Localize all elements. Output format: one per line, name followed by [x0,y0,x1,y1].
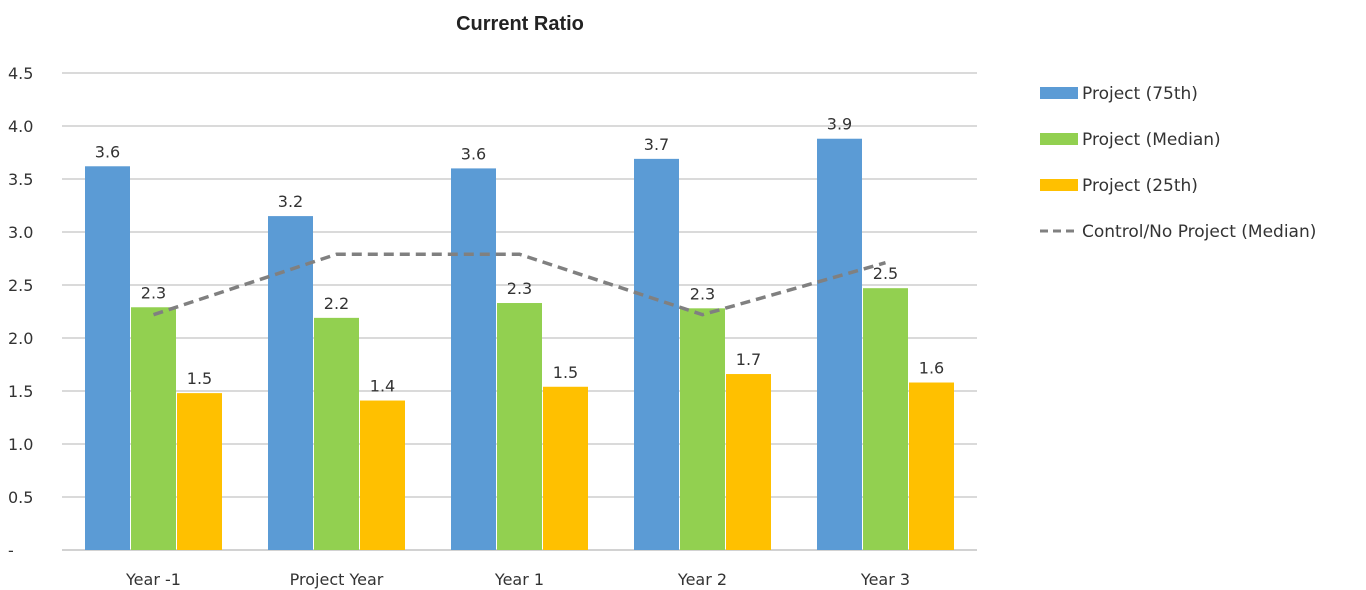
data-label: 1.5 [187,369,212,388]
legend-label: Project (25th) [1082,176,1198,196]
x-tick-label: Project Year [290,570,384,589]
bar [314,317,359,550]
x-tick-label: Year -1 [125,570,181,589]
legend-swatch [1040,179,1078,191]
y-tick-label: 4.0 [8,117,33,136]
data-label: 1.5 [553,363,578,382]
bar [268,216,313,550]
bar [680,308,725,550]
chart-title: Current Ratio [456,13,584,35]
x-tick-label: Year 2 [677,570,727,589]
data-labels: 3.6 2.3 1.5 3.2 2.2 1.4 3.6 2.3 1.5 3.7 2.3 1.7 3.9 2… [95,115,944,396]
y-tick-label: 1.5 [8,382,33,401]
bar [360,400,405,550]
bar [543,386,588,550]
legend-label: Control/No Project (Median) [1082,222,1316,242]
bar [497,303,542,550]
data-label: 1.6 [919,359,944,378]
y-tick-label: 2.5 [8,276,33,295]
data-label: 2.2 [324,294,349,313]
data-label: 3.6 [461,144,486,163]
data-label: 2.5 [873,264,898,283]
legend-swatch [1040,133,1078,145]
bar [451,168,496,550]
bars [85,138,954,551]
y-tick-label: 2.0 [8,329,33,348]
bar [817,138,862,550]
data-label: 3.2 [278,192,303,211]
data-label: 2.3 [690,284,715,303]
y-tick-label: 1.0 [8,435,33,454]
data-label: 1.7 [736,350,761,369]
x-tick-label: Year 1 [494,570,544,589]
legend: Project (75th) Project (Median) Project (2… [1040,84,1316,242]
data-label: 2.3 [507,279,532,298]
bar [131,307,176,550]
data-label: 3.6 [95,142,120,161]
data-label: 3.9 [827,115,852,134]
y-axis-ticks: - 0.5 1.0 1.5 2.0 2.5 3.0 3.5 4.0 4.5 [8,64,33,560]
y-tick-label: 4.5 [8,64,33,83]
data-label: 2.3 [141,283,166,302]
x-axis-ticks: Year -1 Project Year Year 1 Year 2 Year 3 [125,570,910,589]
control-line [152,252,886,317]
legend-label: Project (75th) [1082,84,1198,104]
y-tick-label: 0.5 [8,488,33,507]
y-tick-label: - [8,541,14,560]
bar [909,382,954,550]
bar [863,288,908,550]
legend-label: Project (Median) [1082,130,1221,150]
x-tick-label: Year 3 [860,570,910,589]
y-tick-label: 3.0 [8,223,33,242]
control-line-layer [152,252,886,317]
bar [634,158,679,551]
data-label: 1.4 [370,377,395,396]
bar [726,374,771,550]
bar [85,166,130,550]
y-tick-label: 3.5 [8,170,33,189]
data-label: 3.7 [644,135,669,154]
bar [177,393,222,550]
legend-swatch [1040,87,1078,99]
